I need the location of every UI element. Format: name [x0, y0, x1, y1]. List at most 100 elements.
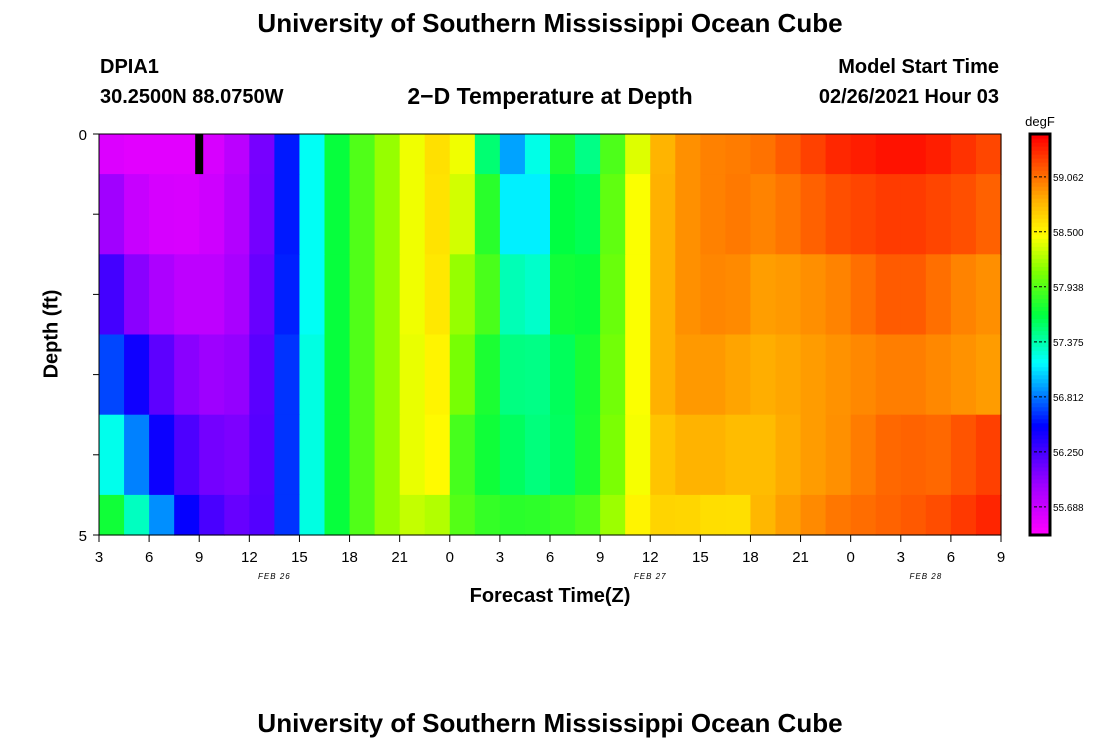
colorbar-segment	[1030, 190, 1050, 195]
colorbar-tick-label: 55.688	[1053, 503, 1084, 514]
heatmap-cell	[850, 254, 877, 336]
heatmap-cell	[124, 134, 150, 175]
heatmap-cell	[399, 254, 426, 336]
colorbar-segment	[1030, 378, 1050, 384]
colorbar-segment	[1030, 306, 1050, 312]
heatmap-cell	[600, 414, 626, 496]
heatmap-cell	[124, 414, 150, 496]
x-tick-label: 9	[596, 549, 604, 566]
colorbar-tick-label: 58.500	[1053, 228, 1084, 239]
heatmap-cell	[700, 174, 726, 255]
heatmap-cell	[499, 254, 526, 336]
heatmap-cell	[324, 174, 351, 255]
colorbar-segment	[1030, 442, 1050, 448]
colorbar-segment	[1030, 482, 1050, 488]
heatmap-cell	[299, 334, 326, 416]
heatmap-cell	[199, 134, 225, 175]
heatmap-cell	[725, 174, 752, 255]
colorbar-frame	[1028, 132, 1052, 537]
colorbar-segment	[1030, 486, 1050, 492]
heatmap-cell	[675, 174, 701, 255]
heatmap-cell	[575, 174, 601, 255]
colorbar-segment	[1030, 162, 1050, 167]
heatmap-cell	[374, 254, 401, 336]
heatmap-cell	[449, 134, 476, 175]
heatmap-cell	[424, 134, 451, 175]
model-start-value: 02/26/2021 Hour 03	[818, 86, 999, 108]
colorbar-segment	[1030, 198, 1050, 203]
heatmap-cell	[274, 334, 301, 416]
heatmap-cell	[925, 134, 952, 175]
heatmap-cell	[474, 254, 501, 336]
heatmap-cell	[900, 334, 927, 416]
heatmap-cell	[174, 254, 200, 336]
colorbar: degF 55.688 56.250 56.812 57.375 57.938 58.500…	[1025, 114, 1084, 537]
colorbar-segment	[1030, 410, 1050, 416]
colorbar-segment	[1030, 426, 1050, 432]
x-tick-label: 3	[95, 549, 103, 566]
heatmap-cell	[274, 254, 301, 336]
heatmap-cell	[474, 414, 501, 496]
heatmap-cell	[700, 254, 726, 336]
heatmap-cell	[424, 254, 451, 336]
heatmap-cell	[825, 134, 852, 175]
heatmap-cell	[950, 334, 977, 416]
colorbar-segment	[1030, 390, 1050, 396]
heatmap-cell	[575, 134, 601, 175]
heatmap-cell	[149, 414, 175, 496]
heatmap-cell	[650, 494, 676, 536]
heatmap-cell	[675, 414, 701, 496]
colorbar-segment	[1030, 250, 1050, 255]
heatmap-cell	[850, 334, 877, 416]
heatmap-cell	[600, 494, 626, 536]
heatmap-cells	[99, 134, 1002, 536]
colorbar-segment	[1030, 462, 1050, 468]
colorbar-segment	[1030, 266, 1050, 271]
colorbar-segment	[1030, 458, 1050, 464]
heatmap-cell	[550, 414, 576, 496]
colorbar-segment	[1030, 158, 1050, 163]
colorbar-segment	[1030, 506, 1050, 512]
heatmap-cell	[650, 414, 676, 496]
colorbar-segment	[1030, 186, 1050, 191]
colorbar-segment	[1030, 254, 1050, 259]
colorbar-segment	[1030, 194, 1050, 199]
colorbar-segment	[1030, 134, 1050, 139]
x-axis-label: Forecast Time(Z)	[469, 585, 631, 607]
colorbar-segment	[1030, 414, 1050, 420]
heatmap-cell	[800, 334, 827, 416]
heatmap-cell	[900, 254, 927, 336]
colorbar-segment	[1030, 282, 1050, 287]
colorbar-segment	[1030, 138, 1050, 143]
colorbar-segment	[1030, 418, 1050, 424]
heatmap-cell	[374, 174, 401, 255]
heatmap-cell	[474, 134, 501, 175]
colorbar-segment	[1030, 382, 1050, 388]
model-start-label: Model Start Time	[838, 56, 999, 78]
colorbar-segment	[1030, 398, 1050, 404]
heatmap-cell	[249, 334, 275, 416]
colorbar-segment	[1030, 242, 1050, 247]
heatmap-cell	[875, 494, 902, 536]
heatmap-cell	[499, 334, 526, 416]
colorbar-segment	[1030, 526, 1050, 532]
heatmap-cell	[199, 494, 225, 536]
heatmap-cell	[224, 134, 250, 175]
heatmap-cell	[675, 334, 701, 416]
heatmap-cell	[875, 134, 902, 175]
colorbar-segment	[1030, 206, 1050, 211]
x-tick-label: 0	[446, 549, 454, 566]
colorbar-segment	[1030, 514, 1050, 520]
heatmap-cell	[424, 414, 451, 496]
colorbar-segment	[1030, 286, 1050, 291]
heatmap-cell	[324, 494, 351, 536]
x-tick-label: 6	[145, 549, 153, 566]
colorbar-segment	[1030, 374, 1050, 380]
colorbar-tick-label: 59.062	[1053, 173, 1084, 184]
colorbar-segment	[1030, 438, 1050, 444]
colorbar-segment	[1030, 454, 1050, 460]
heatmap-cell	[925, 414, 952, 496]
heatmap-cell	[124, 494, 150, 536]
colorbar-segment	[1030, 366, 1050, 372]
colorbar-segment	[1030, 522, 1050, 528]
